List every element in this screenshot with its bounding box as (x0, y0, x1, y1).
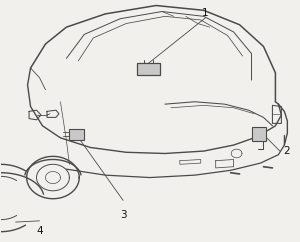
Text: 3: 3 (120, 210, 126, 220)
FancyBboxPatch shape (252, 128, 266, 141)
Text: 4: 4 (36, 226, 43, 236)
FancyBboxPatch shape (137, 63, 160, 75)
FancyBboxPatch shape (69, 129, 84, 140)
Text: 1: 1 (202, 8, 208, 18)
Text: 2: 2 (283, 146, 290, 156)
